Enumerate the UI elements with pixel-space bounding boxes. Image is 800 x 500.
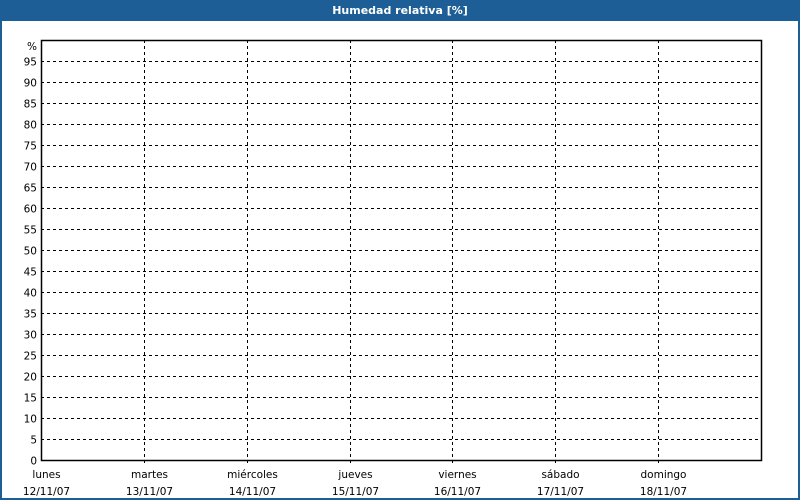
y-tick-label: 10 (24, 414, 37, 426)
x-tick-date: 17/11/07 (537, 486, 584, 498)
x-tick-date: 13/11/07 (126, 486, 173, 498)
y-tick-label: 30 (24, 330, 37, 342)
y-tick-label: 85 (24, 99, 37, 111)
y-axis-label: % (27, 41, 37, 53)
x-tick-date: 14/11/07 (229, 486, 276, 498)
y-tick-label: 40 (24, 288, 37, 300)
x-tick-date: 18/11/07 (640, 486, 687, 498)
y-tick-label: 70 (24, 162, 37, 174)
x-tick-day: lunes (32, 469, 60, 481)
y-tick-label: 90 (24, 78, 37, 90)
y-tick-label: 55 (24, 225, 37, 237)
y-tick-label: 35 (24, 309, 37, 321)
x-tick-day: martes (131, 469, 168, 481)
y-tick-label: 80 (24, 120, 37, 132)
x-tick-day: domingo (641, 469, 687, 481)
y-tick-label: 65 (24, 183, 37, 195)
y-tick-label: 75 (24, 141, 37, 153)
y-tick-label: 60 (24, 204, 37, 216)
x-tick-day: viernes (438, 469, 476, 481)
chart-title: Humedad relativa [%] (332, 4, 468, 17)
x-tick-day: sábado (541, 469, 579, 481)
x-tick-date: 16/11/07 (434, 486, 481, 498)
x-tick-day: jueves (337, 469, 372, 481)
x-tick-day: miércoles (227, 469, 278, 481)
y-tick-label: 50 (24, 246, 37, 258)
y-tick-label: 45 (24, 267, 37, 279)
y-tick-label: 0 (30, 456, 37, 468)
y-tick-label: 20 (24, 372, 37, 384)
y-tick-label: 95 (24, 57, 37, 69)
x-tick-date: 15/11/07 (332, 486, 379, 498)
plot-frame (40, 39, 763, 462)
y-tick-label: 15 (24, 393, 37, 405)
y-tick-label: 25 (24, 351, 37, 363)
y-tick-label: 5 (30, 435, 37, 447)
x-tick-date: 12/11/07 (23, 486, 70, 498)
